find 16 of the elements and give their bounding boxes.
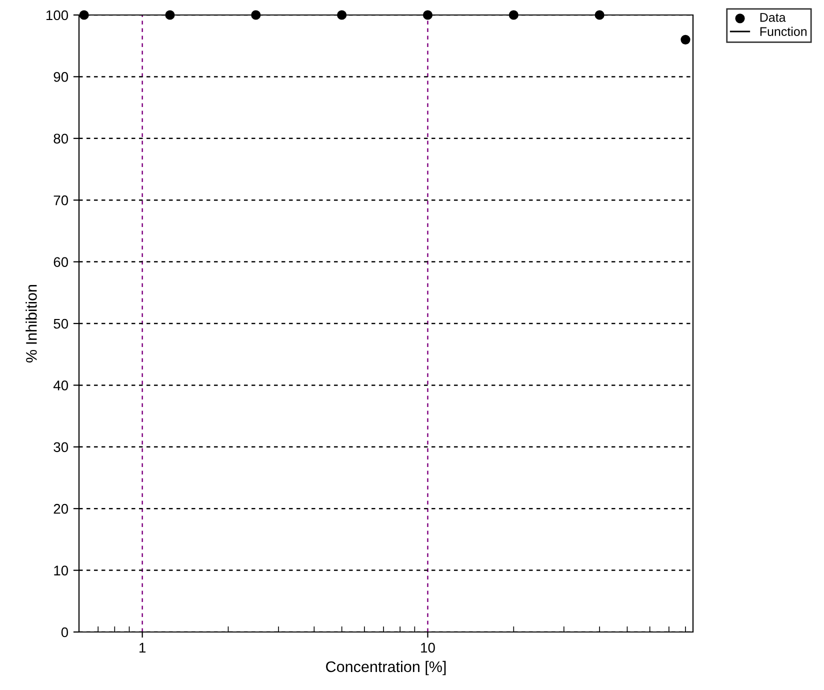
y-tick-label: 90 bbox=[54, 72, 68, 82]
legend-label: Data bbox=[760, 13, 786, 22]
y-tick-label: 40 bbox=[53, 380, 68, 390]
legend-label: Function bbox=[760, 26, 807, 36]
y-tick-label: 70 bbox=[54, 195, 68, 206]
y-tick-label: 0 bbox=[61, 627, 68, 638]
y-tick-label: 10 bbox=[54, 566, 68, 576]
y-axis-title: % Inhibition bbox=[26, 284, 37, 362]
x-tick-label: 1 bbox=[140, 642, 146, 652]
x-axis-title: Concentration [%] bbox=[326, 660, 446, 676]
y-tick-label: 80 bbox=[54, 134, 68, 144]
y-tick-label: 30 bbox=[54, 442, 68, 452]
y-tick-label: 20 bbox=[54, 504, 68, 514]
y-tick-label: 60 bbox=[54, 257, 68, 267]
y-tick-label: 50 bbox=[54, 318, 68, 329]
y-tick-label: 100 bbox=[46, 10, 68, 20]
